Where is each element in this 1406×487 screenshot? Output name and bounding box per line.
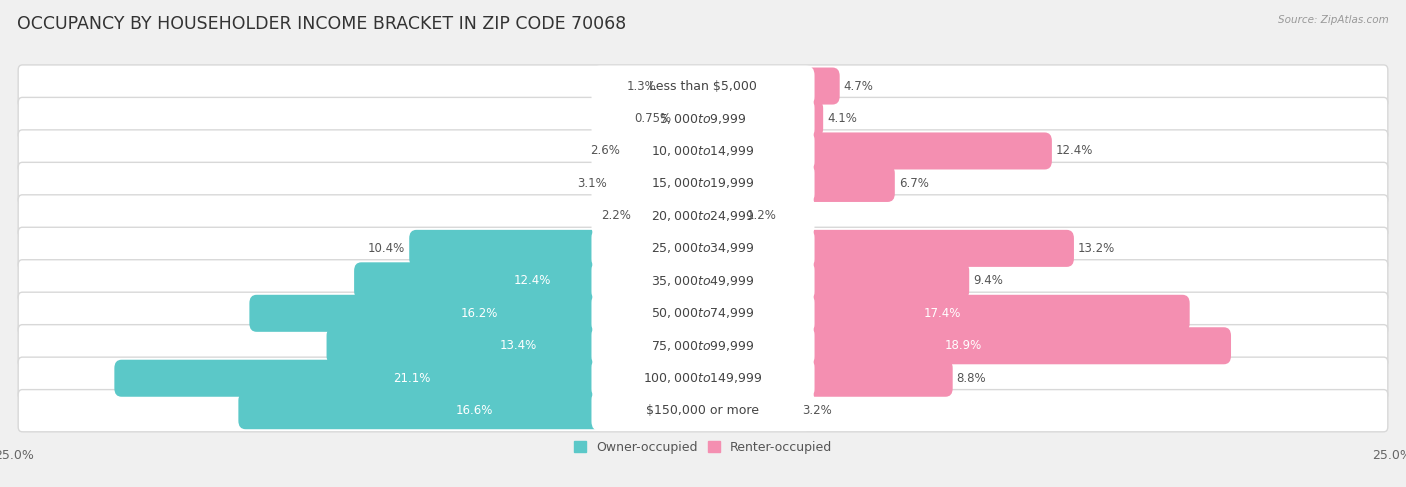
Text: $25,000 to $34,999: $25,000 to $34,999 (651, 242, 755, 255)
FancyBboxPatch shape (18, 97, 1388, 140)
FancyBboxPatch shape (696, 262, 969, 300)
FancyBboxPatch shape (18, 65, 1388, 107)
FancyBboxPatch shape (592, 293, 814, 334)
FancyBboxPatch shape (659, 68, 710, 105)
FancyBboxPatch shape (354, 262, 710, 300)
FancyBboxPatch shape (696, 165, 894, 202)
Text: 2.2%: 2.2% (602, 209, 631, 223)
FancyBboxPatch shape (18, 292, 1388, 335)
FancyBboxPatch shape (696, 392, 799, 429)
Text: 9.4%: 9.4% (973, 274, 1002, 287)
FancyBboxPatch shape (696, 295, 1189, 332)
Text: 17.4%: 17.4% (924, 307, 962, 320)
Text: 0.75%: 0.75% (634, 112, 671, 125)
Text: 6.7%: 6.7% (898, 177, 928, 190)
FancyBboxPatch shape (592, 196, 814, 236)
FancyBboxPatch shape (624, 132, 710, 169)
Text: 21.1%: 21.1% (394, 372, 432, 385)
Text: $5,000 to $9,999: $5,000 to $9,999 (659, 112, 747, 126)
Text: 4.7%: 4.7% (844, 79, 873, 93)
FancyBboxPatch shape (18, 325, 1388, 367)
Text: 3.1%: 3.1% (576, 177, 606, 190)
FancyBboxPatch shape (18, 260, 1388, 302)
FancyBboxPatch shape (592, 391, 814, 431)
FancyBboxPatch shape (18, 357, 1388, 399)
Text: $150,000 or more: $150,000 or more (647, 404, 759, 417)
Text: $100,000 to $149,999: $100,000 to $149,999 (644, 371, 762, 385)
FancyBboxPatch shape (592, 358, 814, 398)
FancyBboxPatch shape (592, 228, 814, 269)
FancyBboxPatch shape (18, 162, 1388, 205)
FancyBboxPatch shape (696, 197, 744, 234)
FancyBboxPatch shape (239, 392, 710, 429)
FancyBboxPatch shape (696, 360, 953, 397)
Text: $10,000 to $14,999: $10,000 to $14,999 (651, 144, 755, 158)
FancyBboxPatch shape (249, 295, 710, 332)
Text: 8.8%: 8.8% (956, 372, 986, 385)
Text: $50,000 to $74,999: $50,000 to $74,999 (651, 306, 755, 320)
Text: 13.4%: 13.4% (499, 339, 537, 352)
Text: 12.4%: 12.4% (513, 274, 551, 287)
FancyBboxPatch shape (18, 195, 1388, 237)
FancyBboxPatch shape (696, 230, 1074, 267)
FancyBboxPatch shape (114, 360, 710, 397)
Text: 10.4%: 10.4% (368, 242, 405, 255)
Text: $35,000 to $49,999: $35,000 to $49,999 (651, 274, 755, 288)
FancyBboxPatch shape (610, 165, 710, 202)
Text: $75,000 to $99,999: $75,000 to $99,999 (651, 339, 755, 353)
FancyBboxPatch shape (592, 131, 814, 171)
Legend: Owner-occupied, Renter-occupied: Owner-occupied, Renter-occupied (568, 436, 838, 459)
FancyBboxPatch shape (696, 68, 839, 105)
Text: $15,000 to $19,999: $15,000 to $19,999 (651, 176, 755, 190)
Text: 16.6%: 16.6% (456, 404, 494, 417)
Text: Less than $5,000: Less than $5,000 (650, 79, 756, 93)
Text: 16.2%: 16.2% (461, 307, 499, 320)
Text: 18.9%: 18.9% (945, 339, 981, 352)
FancyBboxPatch shape (636, 197, 710, 234)
Text: 1.2%: 1.2% (747, 209, 778, 223)
Text: $20,000 to $24,999: $20,000 to $24,999 (651, 209, 755, 223)
FancyBboxPatch shape (696, 100, 823, 137)
FancyBboxPatch shape (592, 325, 814, 366)
FancyBboxPatch shape (409, 230, 710, 267)
FancyBboxPatch shape (696, 327, 1232, 364)
FancyBboxPatch shape (18, 227, 1388, 269)
Text: 3.2%: 3.2% (803, 404, 832, 417)
FancyBboxPatch shape (592, 98, 814, 139)
FancyBboxPatch shape (592, 261, 814, 301)
FancyBboxPatch shape (326, 327, 710, 364)
FancyBboxPatch shape (675, 100, 710, 137)
FancyBboxPatch shape (18, 130, 1388, 172)
FancyBboxPatch shape (592, 66, 814, 106)
Text: 1.3%: 1.3% (627, 79, 657, 93)
FancyBboxPatch shape (696, 132, 1052, 169)
Text: 13.2%: 13.2% (1078, 242, 1115, 255)
Text: 4.1%: 4.1% (827, 112, 856, 125)
Text: 2.6%: 2.6% (591, 145, 620, 157)
Text: 12.4%: 12.4% (1056, 145, 1092, 157)
FancyBboxPatch shape (18, 390, 1388, 432)
Text: Source: ZipAtlas.com: Source: ZipAtlas.com (1278, 15, 1389, 25)
Text: OCCUPANCY BY HOUSEHOLDER INCOME BRACKET IN ZIP CODE 70068: OCCUPANCY BY HOUSEHOLDER INCOME BRACKET … (17, 15, 626, 33)
FancyBboxPatch shape (592, 163, 814, 204)
